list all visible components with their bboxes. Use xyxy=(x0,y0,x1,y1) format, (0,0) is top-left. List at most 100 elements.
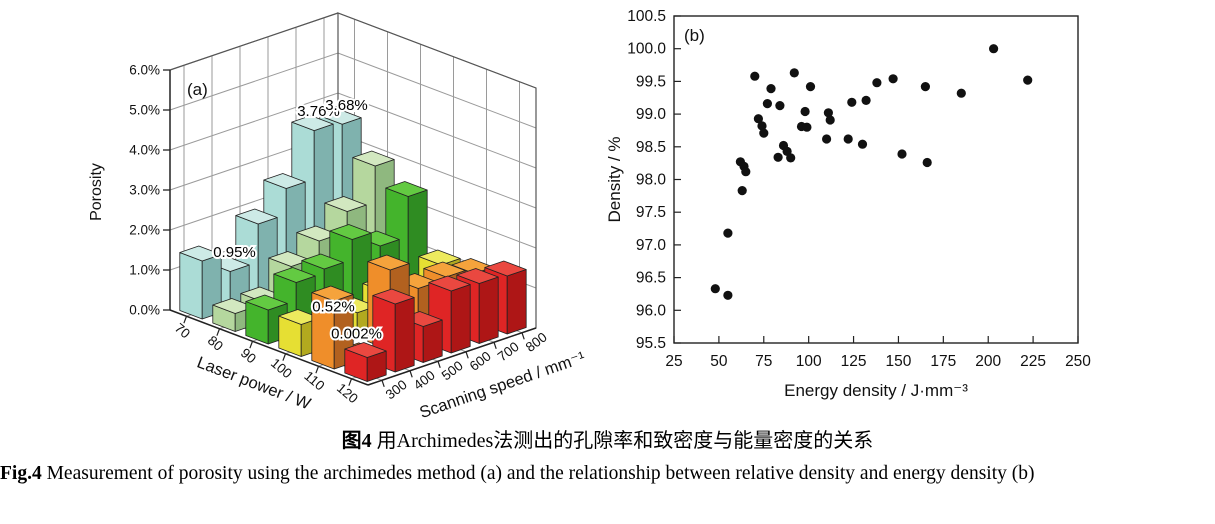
svg-text:25: 25 xyxy=(665,353,682,370)
svg-text:300: 300 xyxy=(383,377,410,403)
svg-text:100.0: 100.0 xyxy=(627,41,666,58)
data-point xyxy=(789,68,799,78)
x-axis-label: Laser power / W xyxy=(194,353,313,413)
svg-text:800: 800 xyxy=(523,329,550,355)
density-energy-scatter-chart: 25 50 75 100 125 150 175 200 225 250 95.5 96.0 96.5 9… xyxy=(605,8,1091,400)
porosity-axis: 0.0% 1.0% 2.0% 3.0% 4.0% 5.0% 6.0% Porosity xyxy=(88,63,171,318)
svg-text:97.5: 97.5 xyxy=(636,204,666,221)
bar-laser70-speed500 xyxy=(235,208,278,301)
svg-text:70: 70 xyxy=(172,320,193,341)
bar-laser120-speed300 xyxy=(344,342,387,382)
svg-text:3.76%: 3.76% xyxy=(297,103,340,120)
axis-ticks-and-labels: 25 50 75 100 125 150 175 200 225 250 95.5 96.0 96.5 9… xyxy=(627,8,1091,370)
data-point xyxy=(737,186,747,196)
svg-text:75: 75 xyxy=(755,353,772,370)
data-point xyxy=(800,106,810,117)
figure-panels: 0.0% 1.0% 2.0% 3.0% 4.0% 5.0% 6.0% Porosity 70 80… xyxy=(88,8,1091,420)
data-point xyxy=(753,114,763,124)
data-point xyxy=(762,99,772,109)
porosity-3d-bar-chart: 0.0% 1.0% 2.0% 3.0% 4.0% 5.0% 6.0% Porosity 70 80… xyxy=(88,12,588,420)
svg-text:98.5: 98.5 xyxy=(636,139,666,156)
data-point xyxy=(805,82,816,92)
data-point xyxy=(822,134,832,144)
svg-text:6.0%: 6.0% xyxy=(129,63,160,78)
data-point xyxy=(1023,75,1033,85)
data-point xyxy=(766,84,776,94)
svg-text:110: 110 xyxy=(301,368,327,393)
data-points xyxy=(710,44,1033,300)
svg-text:80: 80 xyxy=(205,333,226,354)
data-point xyxy=(710,284,720,294)
svg-text:250: 250 xyxy=(1065,353,1091,370)
data-point xyxy=(757,121,767,131)
figure-caption: 图4 用Archimedes法测出的孔隙率和致密度与能量密度的关系 Fig.4 … xyxy=(0,424,1215,488)
svg-text:700: 700 xyxy=(495,339,522,365)
svg-text:100: 100 xyxy=(796,353,822,370)
caption-en-number: Fig.4 xyxy=(0,463,42,484)
svg-text:600: 600 xyxy=(467,348,494,374)
data-point xyxy=(922,157,932,168)
data-point xyxy=(773,152,783,162)
bar-laser120-speed600 xyxy=(428,275,471,354)
z-axis-label: Porosity xyxy=(88,163,105,221)
bar-value-labels: 0.95% 3.76%3.68% 0.52% 0.002% xyxy=(211,95,384,345)
data-point xyxy=(956,88,966,98)
caption-english: Fig.4 Measurement of porosity using the … xyxy=(0,459,1211,488)
data-point xyxy=(802,122,812,132)
svg-text:500: 500 xyxy=(439,358,466,384)
svg-text:200: 200 xyxy=(975,353,1001,370)
bar-laser100-speed300 xyxy=(278,309,321,357)
svg-text:100: 100 xyxy=(268,355,295,381)
data-point xyxy=(989,44,999,54)
svg-text:120: 120 xyxy=(334,380,361,406)
svg-text:50: 50 xyxy=(710,353,728,370)
x-axis-label: Energy density / J·mm⁻³ xyxy=(784,381,968,400)
data-point xyxy=(759,128,769,138)
svg-text:400: 400 xyxy=(411,367,438,393)
svg-text:99.0: 99.0 xyxy=(636,106,667,123)
data-point xyxy=(741,167,751,177)
y-axis-label: Density / % xyxy=(605,137,624,223)
caption-zh-number: 图4 xyxy=(341,430,372,452)
svg-text:0.002%: 0.002% xyxy=(331,325,382,342)
svg-text:90: 90 xyxy=(238,345,259,366)
data-point xyxy=(823,108,833,118)
svg-text:0.52%: 0.52% xyxy=(312,299,355,316)
svg-text:0.0%: 0.0% xyxy=(129,303,160,318)
data-point xyxy=(888,74,898,84)
svg-text:95.5: 95.5 xyxy=(636,335,666,352)
svg-text:225: 225 xyxy=(1020,353,1046,370)
data-point xyxy=(786,153,796,163)
data-point xyxy=(847,97,857,107)
data-point xyxy=(750,71,760,81)
svg-text:3.68%: 3.68% xyxy=(325,97,368,114)
caption-en-text: Measurement of porosity using the archim… xyxy=(46,463,1035,484)
panel-label-a: (a) xyxy=(187,80,208,99)
svg-text:175: 175 xyxy=(930,353,956,370)
svg-text:3.0%: 3.0% xyxy=(129,183,160,198)
svg-text:98.0: 98.0 xyxy=(636,172,667,189)
data-point xyxy=(843,134,853,144)
svg-text:96.5: 96.5 xyxy=(636,270,666,287)
bar-laser70-speed300 xyxy=(179,245,222,320)
data-point xyxy=(857,139,868,149)
svg-text:99.5: 99.5 xyxy=(636,73,666,90)
data-point xyxy=(825,115,835,125)
svg-text:150: 150 xyxy=(886,353,912,370)
bars xyxy=(179,108,527,382)
data-point xyxy=(897,149,907,159)
svg-text:1.0%: 1.0% xyxy=(129,263,160,278)
data-point xyxy=(920,82,930,92)
svg-text:4.0%: 4.0% xyxy=(129,143,160,158)
data-point xyxy=(723,290,733,300)
svg-text:0.95%: 0.95% xyxy=(213,244,256,261)
svg-text:100.5: 100.5 xyxy=(627,8,666,25)
data-point xyxy=(872,78,882,88)
svg-text:2.0%: 2.0% xyxy=(129,223,160,238)
caption-chinese: 图4 用Archimedes法测出的孔隙率和致密度与能量密度的关系 xyxy=(0,424,1215,453)
bar-laser120-speed400 xyxy=(372,288,415,373)
svg-text:5.0%: 5.0% xyxy=(129,103,160,118)
svg-text:125: 125 xyxy=(841,353,867,370)
svg-text:96.0: 96.0 xyxy=(636,302,667,319)
